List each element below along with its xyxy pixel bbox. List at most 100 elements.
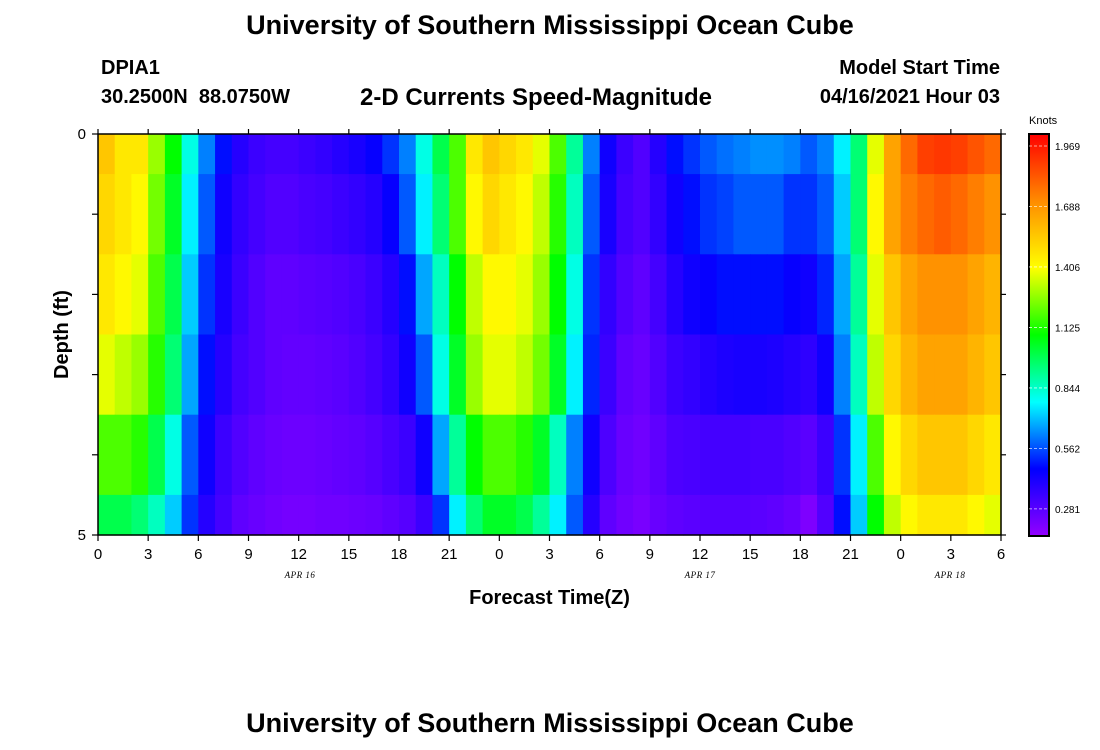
heatmap-cell	[164, 254, 183, 336]
heatmap-cell	[549, 414, 567, 496]
heatmap-cell	[817, 134, 835, 175]
heatmap-cell	[783, 494, 801, 536]
heatmap-cell	[716, 254, 735, 336]
heatmap-cell	[683, 334, 701, 416]
heatmap-cell	[967, 254, 985, 336]
heatmap-cell	[984, 254, 1002, 336]
heatmap-cell	[850, 174, 868, 255]
heatmap-cell	[532, 134, 551, 175]
heatmap-cell	[984, 414, 1002, 496]
heatmap-cell	[817, 414, 835, 496]
x-tick-label: 18	[391, 546, 408, 563]
heatmap-cell	[265, 414, 283, 496]
station-id: DPIA1	[101, 57, 160, 79]
heatmap-cell	[315, 134, 333, 175]
heatmap-cell	[833, 254, 852, 336]
heatmap-cell	[566, 174, 584, 255]
heatmap-cell	[633, 134, 651, 175]
heatmap-cell	[649, 174, 668, 255]
heatmap-cell	[934, 494, 952, 536]
heatmap-cell	[649, 494, 668, 536]
heatmap-cell	[114, 174, 133, 255]
heatmap-cell	[566, 334, 584, 416]
heatmap-cell	[934, 414, 952, 496]
x-tick-label: 15	[742, 546, 759, 563]
heatmap-cell	[215, 134, 233, 175]
heatmap-cell	[766, 174, 785, 255]
heatmap-cell	[365, 174, 383, 255]
x-tick-label: 3	[545, 546, 553, 563]
heatmap-cell	[181, 174, 199, 255]
heatmap-cell	[599, 254, 617, 336]
heatmap-cell	[148, 414, 166, 496]
heatmap-cell	[750, 414, 768, 496]
heatmap-cell	[248, 334, 266, 416]
heatmap-cell	[666, 254, 684, 336]
heatmap-cell	[716, 334, 735, 416]
heatmap-cell	[566, 494, 584, 536]
heatmap-cell	[499, 134, 517, 175]
heatmap-cell	[482, 494, 500, 536]
heatmap-cell	[98, 134, 116, 175]
heatmap-cell	[766, 414, 785, 496]
heatmap-cell	[850, 254, 868, 336]
colorbar-label: Knots	[1029, 115, 1058, 127]
heatmap-cell	[131, 254, 149, 336]
heatmap-cells	[98, 134, 1002, 536]
heatmap-cell	[967, 334, 985, 416]
heatmap-cell	[766, 334, 785, 416]
heatmap-cell	[700, 174, 718, 255]
heatmap-cell	[582, 134, 601, 175]
heatmap-cell	[750, 254, 768, 336]
heatmap-cell	[967, 134, 985, 175]
heatmap-cell	[532, 254, 551, 336]
heatmap-cell	[215, 254, 233, 336]
heatmap-cell	[549, 134, 567, 175]
heatmap-cell	[131, 174, 149, 255]
heatmap-cell	[365, 134, 383, 175]
heatmap-cell	[733, 414, 751, 496]
heatmap-cell	[783, 134, 801, 175]
colorbar: 1.969 1.688 1.406 1.125 0.844 0.562 0.281	[1028, 133, 1080, 537]
heatmap-cell	[917, 334, 935, 416]
heatmap-cell	[984, 134, 1002, 175]
heatmap-cell	[700, 134, 718, 175]
heatmap-cell	[298, 134, 316, 175]
heatmap-cell	[867, 494, 885, 536]
heatmap-cell	[198, 254, 216, 336]
heatmap-cell	[198, 334, 216, 416]
heatmap-cell	[616, 334, 634, 416]
heatmap-cell	[633, 414, 651, 496]
heatmap-cell	[281, 254, 300, 336]
heatmap-cell	[315, 254, 333, 336]
heatmap-cell	[248, 174, 266, 255]
heatmap-cell	[750, 134, 768, 175]
heatmap-cell	[599, 414, 617, 496]
heatmap-cell	[148, 334, 166, 416]
heatmap-cell	[148, 494, 166, 536]
heatmap-cell	[465, 134, 484, 175]
heatmap-cell	[666, 494, 684, 536]
heatmap-cell	[532, 334, 551, 416]
heatmap-cell	[950, 134, 969, 175]
heatmap-cell	[883, 134, 902, 175]
heatmap-cell	[766, 494, 785, 536]
heatmap-cell	[482, 334, 500, 416]
heatmap-cell	[315, 174, 333, 255]
heatmap-cell	[198, 134, 216, 175]
heatmap-cell	[917, 494, 935, 536]
heatmap-cell	[950, 334, 969, 416]
heatmap-cell	[984, 174, 1002, 255]
heatmap-cell	[867, 334, 885, 416]
heatmap-cell	[850, 414, 868, 496]
heatmap-cell	[683, 174, 701, 255]
heatmap-cell	[900, 254, 918, 336]
heatmap-cell	[265, 254, 283, 336]
heatmap-cell	[332, 414, 350, 496]
heatmap-cell	[465, 414, 484, 496]
heatmap-cell	[98, 494, 116, 536]
x-tick-label: 0	[94, 546, 102, 563]
heatmap-cell	[248, 254, 266, 336]
y-tick-label: 5	[78, 527, 86, 544]
heatmap-cell	[382, 134, 400, 175]
